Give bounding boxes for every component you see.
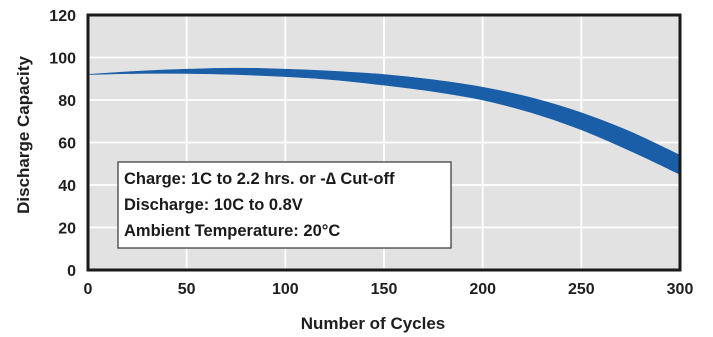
y-tick-label-100: 100 xyxy=(49,51,76,68)
annotation-line-temperature: Ambient Temperature: 20°C xyxy=(124,222,340,240)
x-tick-label-0: 0 xyxy=(84,281,93,298)
conditions-annotation: Charge: 1C to 2.2 hrs. or -∆ Cut-off Dis… xyxy=(117,161,452,249)
x-tick-label-150: 150 xyxy=(371,281,398,298)
y-tick-label-120: 120 xyxy=(49,8,76,25)
plot-frame xyxy=(86,13,682,272)
x-tick-label-100: 100 xyxy=(272,281,299,298)
y-axis-title: Discharge Capacity xyxy=(14,56,33,214)
y-tick-labels: 0 20 40 60 80 100 120 xyxy=(49,8,76,280)
annotation-box xyxy=(117,161,452,249)
y-tick-label-80: 80 xyxy=(58,93,76,110)
x-tick-label-300: 300 xyxy=(667,281,694,298)
x-tick-label-50: 50 xyxy=(178,281,196,298)
y-tick-label-0: 0 xyxy=(67,263,76,280)
y-tick-label-40: 40 xyxy=(58,178,76,195)
x-tick-label-250: 250 xyxy=(568,281,595,298)
y-tick-label-20: 20 xyxy=(58,221,76,238)
annotation-line-discharge: Discharge: 10C to 0.8V xyxy=(124,196,303,214)
x-tick-label-200: 200 xyxy=(469,281,496,298)
x-tick-labels: 0 50 100 150 200 250 300 xyxy=(84,281,694,298)
y-tick-label-60: 60 xyxy=(58,136,76,153)
annotation-line-charge: Charge: 1C to 2.2 hrs. or -∆ Cut-off xyxy=(124,170,395,188)
x-axis-title: Number of Cycles xyxy=(301,314,446,333)
